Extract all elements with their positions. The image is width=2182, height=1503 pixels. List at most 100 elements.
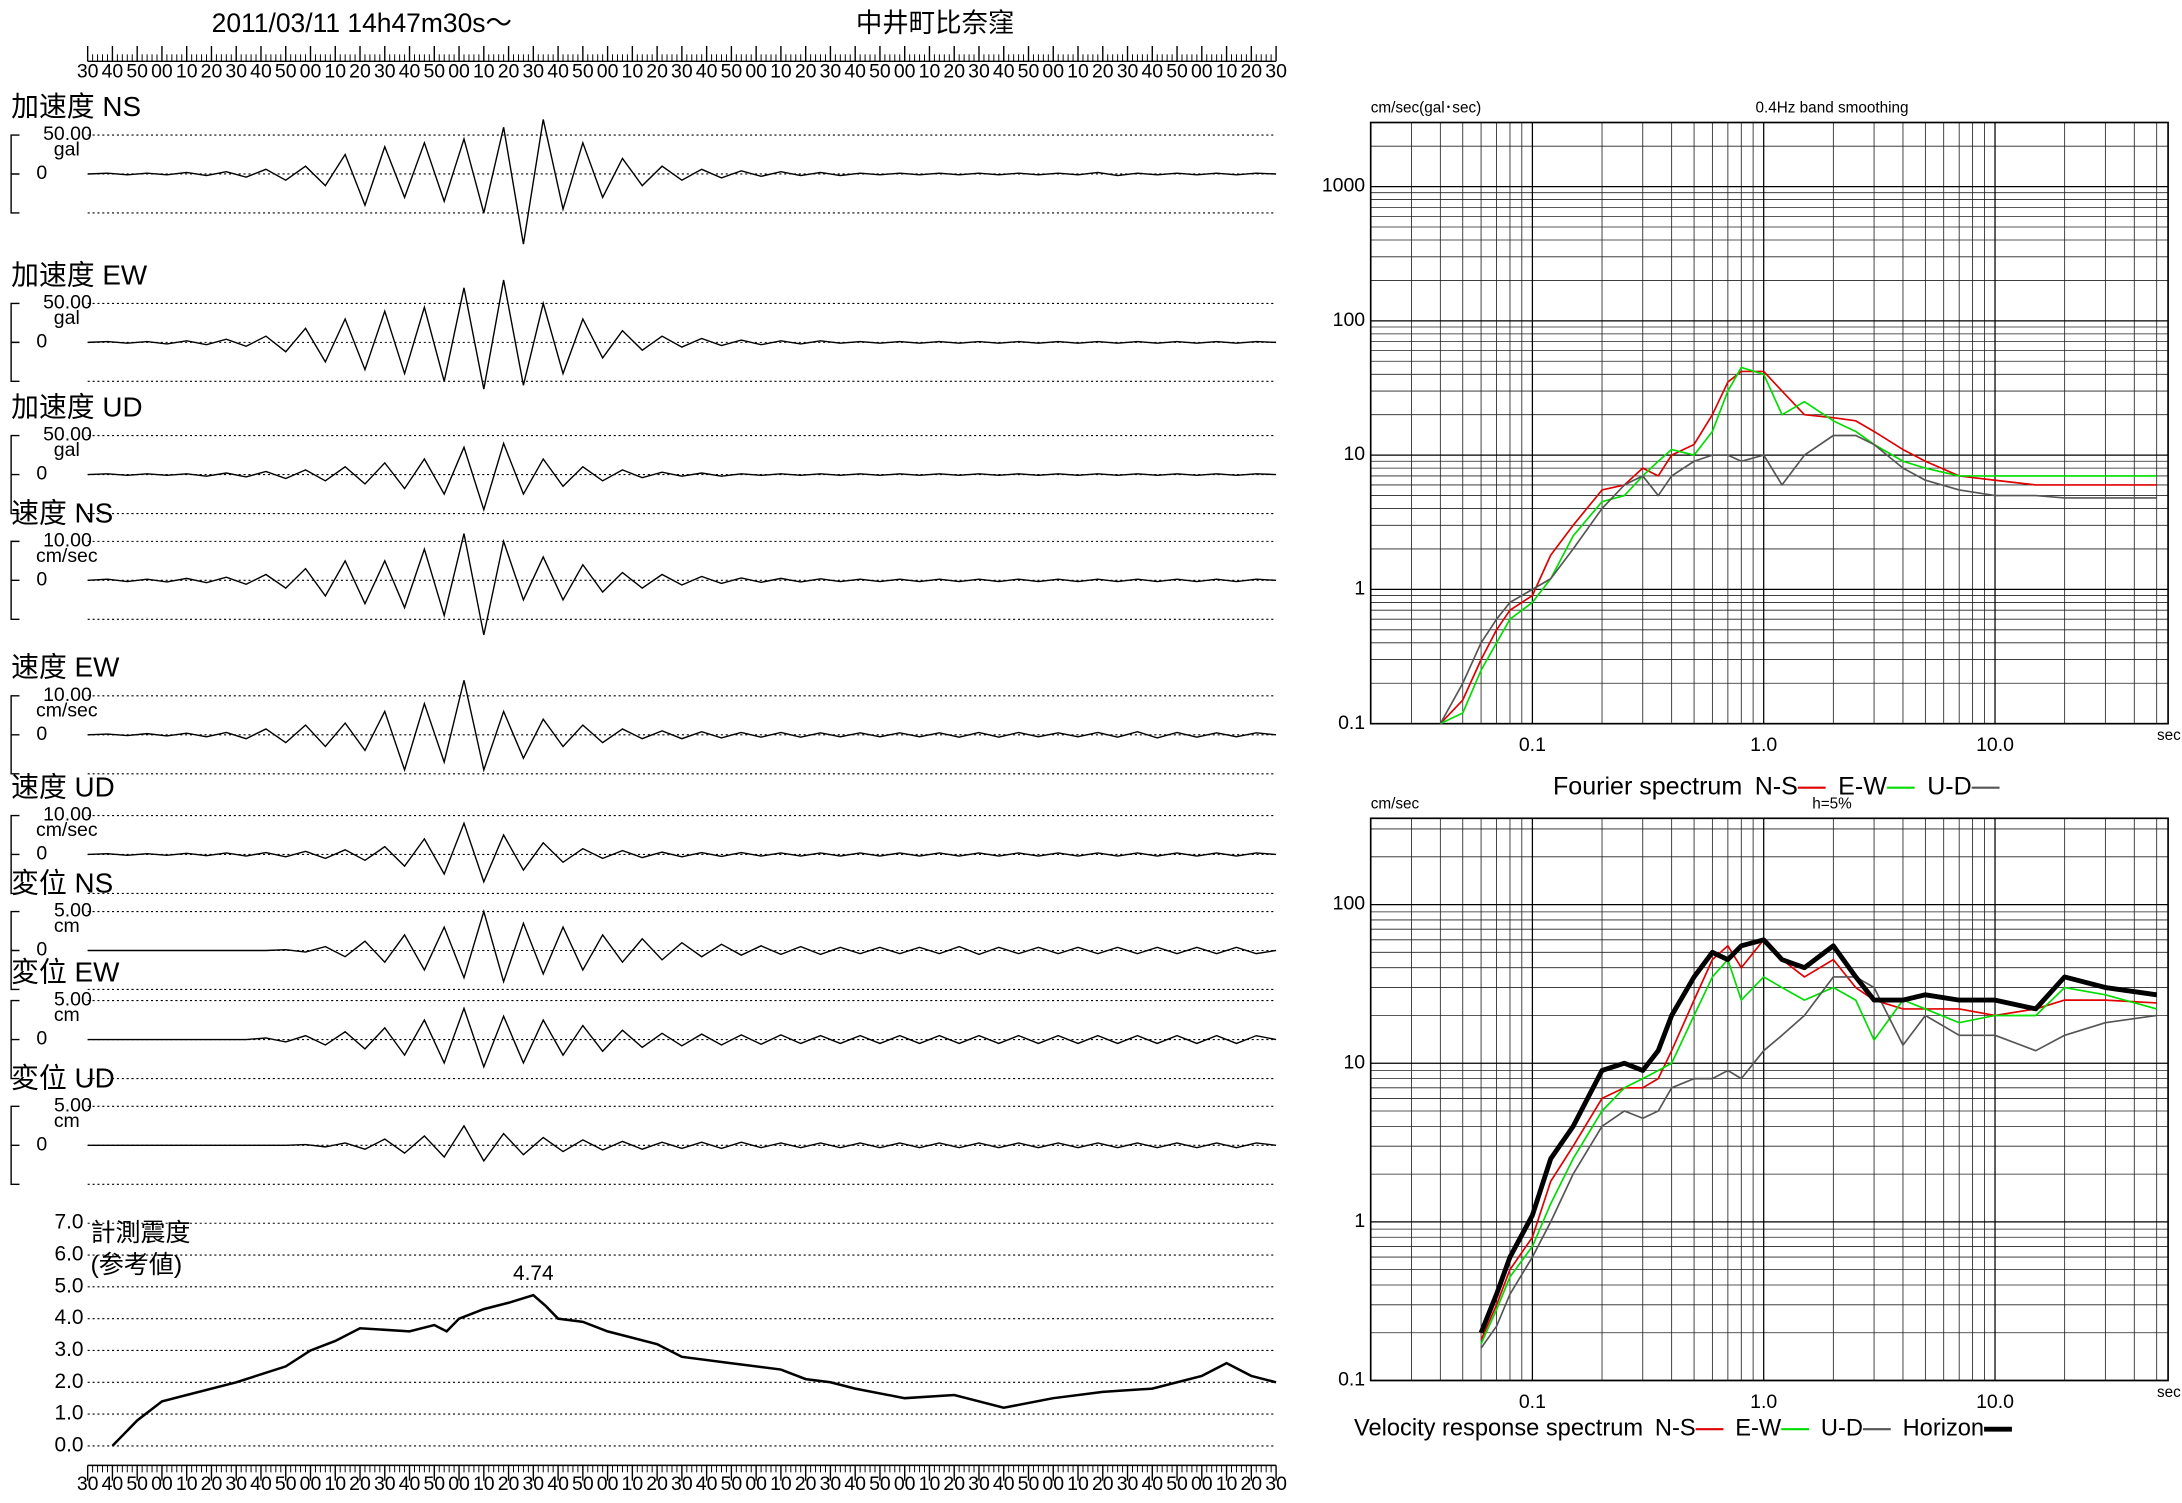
x-tick-label: 30: [1117, 61, 1139, 83]
unit-label: gal: [54, 307, 80, 329]
x-tick-label: 20: [498, 61, 520, 83]
waveform: [87, 680, 1277, 773]
y-tick-label: 1.0: [54, 1402, 83, 1425]
x-tick-label: 40: [102, 61, 124, 83]
x-tick-label: 20: [1092, 1473, 1114, 1495]
station-name: 中井町比奈窪: [856, 8, 1015, 38]
x-tick-label: 00: [448, 61, 470, 83]
x-tick-label: 10: [176, 1473, 198, 1495]
x-tick-label: 10: [324, 1473, 346, 1495]
y-axis-label: cm/sec(gal･sec): [1371, 100, 1482, 117]
legend-label: N-S: [1655, 1415, 1696, 1441]
peak-label: 4.74: [513, 1262, 554, 1285]
y-tick-label: 1: [1354, 1210, 1365, 1232]
y-tick-label: 0.0: [54, 1433, 83, 1456]
x-tick-label: 30: [820, 1473, 842, 1495]
x-tick-label: 40: [547, 61, 569, 83]
y-tick-label: 50.00: [43, 123, 92, 145]
y-tick-label: 0: [36, 463, 47, 485]
x-tick-label: 20: [646, 61, 668, 83]
panel-title: 変位 UD: [11, 1062, 115, 1093]
panel-title: 速度 EW: [11, 652, 120, 683]
unit-label: cm: [54, 1004, 80, 1026]
intensity-line: [111, 1293, 1277, 1447]
x-tick-label: 30: [671, 1473, 693, 1495]
x-tick-label: 30: [374, 1473, 396, 1495]
x-tick-label: 10: [1216, 61, 1238, 83]
x-tick-label: 30: [968, 1473, 990, 1495]
x-tick-label: 00: [300, 61, 322, 83]
y-tick-label: 2.0: [54, 1370, 83, 1393]
intensity-title: 計測震度: [90, 1219, 190, 1247]
legend-label: Horizon: [1903, 1415, 1984, 1441]
subtitle: 0.4Hz band smoothing: [1755, 100, 1908, 117]
x-tick-label: 30: [1265, 1473, 1287, 1495]
x-tick-label: 30: [77, 1473, 99, 1495]
y-tick-label: 10.00: [43, 684, 92, 706]
panel-bracket: [10, 999, 20, 1080]
x-tick-label: 20: [1240, 1473, 1262, 1495]
x-axis-label: sec: [2157, 1384, 2181, 1401]
x-tick-label: 1.0: [1750, 734, 1777, 756]
y-tick-label: 100: [1333, 893, 1366, 915]
x-tick-label: 00: [1042, 61, 1064, 83]
y-tick-label: 100: [1333, 309, 1366, 331]
x-tick-label: 40: [250, 1473, 272, 1495]
legend-label: U-D: [1927, 772, 1972, 800]
x-tick-label: 50: [721, 61, 743, 83]
x-tick-label: 40: [547, 1473, 569, 1495]
x-tick-label: 30: [225, 61, 247, 83]
x-tick-label: 40: [696, 1473, 718, 1495]
x-tick-label: 00: [894, 61, 916, 83]
unit-label: gal: [54, 439, 80, 461]
panel-bracket: [10, 302, 20, 383]
x-tick-label: 50: [275, 1473, 297, 1495]
y-tick-label: 1000: [1322, 175, 1365, 197]
spectrum-line: [1439, 370, 2157, 725]
x-tick-label: 00: [448, 1473, 470, 1495]
panel-bracket: [10, 540, 20, 620]
x-tick-label: 20: [349, 1473, 371, 1495]
x-tick-label: 30: [1265, 61, 1287, 83]
x-tick-label: 30: [820, 61, 842, 83]
chart-title: 2011/03/11 14h47m30s〜: [212, 8, 512, 38]
waveform: [87, 119, 1277, 245]
x-tick-label: 30: [522, 61, 544, 83]
legend-label: E-W: [1735, 1415, 1782, 1441]
y-axis-label: cm/sec: [1371, 795, 1420, 812]
x-tick-label: 50: [423, 1473, 445, 1495]
x-tick-label: 20: [646, 1473, 668, 1495]
x-tick-label: 20: [1092, 61, 1114, 83]
y-tick-label: 5.0: [54, 1274, 83, 1297]
x-tick-label: 30: [77, 61, 99, 83]
waveform: [87, 533, 1277, 636]
y-tick-label: 5.00: [54, 989, 92, 1011]
x-tick-label: 10: [1067, 1473, 1089, 1495]
x-tick-label: 20: [498, 1473, 520, 1495]
y-tick-label: 0: [36, 568, 47, 590]
x-tick-label: 00: [745, 1473, 767, 1495]
x-tick-label: 00: [1191, 1473, 1213, 1495]
panel-title: 変位 EW: [11, 957, 120, 988]
legend-label: U-D: [1821, 1415, 1863, 1441]
x-tick-label: 30: [225, 1473, 247, 1495]
x-tick-label: 30: [671, 61, 693, 83]
x-tick-label: 50: [721, 1473, 743, 1495]
y-tick-label: 3.0: [54, 1338, 83, 1361]
panel-title: 変位 NS: [11, 867, 113, 898]
x-tick-label: 40: [399, 1473, 421, 1495]
y-tick-label: 0: [36, 331, 47, 353]
x-tick-label: 10: [770, 61, 792, 83]
y-tick-label: 5.00: [54, 1094, 92, 1116]
x-tick-label: 40: [399, 61, 421, 83]
panel-bracket: [10, 434, 20, 515]
panel-bracket: [10, 134, 20, 214]
x-tick-label: 50: [275, 61, 297, 83]
y-tick-label: 0.1: [1338, 712, 1365, 734]
x-tick-label: 40: [993, 61, 1015, 83]
x-tick-label: 10: [770, 1473, 792, 1495]
x-tick-label: 10: [919, 61, 941, 83]
x-tick-label: 50: [869, 1473, 891, 1495]
x-tick-label: 40: [1141, 1473, 1163, 1495]
